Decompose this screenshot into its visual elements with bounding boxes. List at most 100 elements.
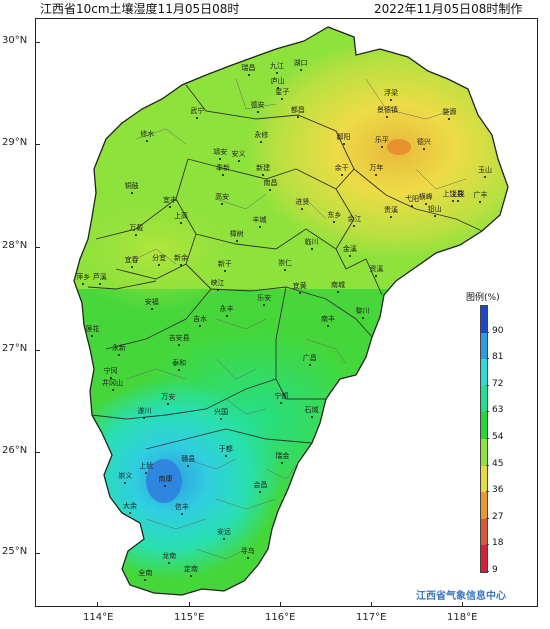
city-marker [310, 416, 313, 419]
city-label: 进贤 [295, 197, 310, 206]
lon-tick [97, 602, 98, 606]
city-label: 奉新 [215, 163, 230, 172]
city-marker [340, 173, 343, 176]
lat-tick [36, 350, 40, 351]
credit-label: 江西省气象信息中心 [416, 591, 506, 602]
city-label: 金溪 [342, 244, 357, 253]
city-marker [333, 221, 336, 224]
city-label: 崇仁 [278, 259, 293, 268]
legend-swatch [481, 492, 487, 520]
city-marker [246, 556, 249, 559]
city-marker [361, 317, 364, 320]
city-label: 都昌 [290, 105, 305, 114]
city-marker [224, 455, 227, 458]
city-label: 万年 [369, 163, 384, 172]
lat-label-30: 30°N [2, 35, 28, 46]
city-label: 吉水 [193, 315, 208, 324]
city-marker [164, 484, 167, 487]
city-label: 泰和 [172, 359, 187, 368]
city-marker [479, 200, 482, 203]
city-marker [179, 264, 182, 266]
province-map [73, 26, 509, 596]
city-label: 鄱阳 [336, 133, 351, 142]
legend-value: 63 [492, 405, 504, 416]
legend-tick [486, 571, 489, 572]
city-label: 永新 [111, 344, 126, 353]
city-label: 大余 [122, 501, 137, 510]
legend-swatch [481, 385, 487, 413]
city-label: 安福 [144, 298, 159, 306]
legend-value: 45 [492, 458, 504, 469]
city-label: 南城 [331, 280, 346, 289]
city-marker [221, 173, 224, 176]
city-marker [299, 68, 302, 71]
city-label: 安远 [216, 528, 231, 537]
city-label: 九江 [269, 61, 284, 70]
lat-tick [36, 452, 40, 453]
city-marker [348, 254, 351, 257]
city-marker [281, 462, 284, 465]
city-marker [150, 308, 153, 310]
soil-moisture-field [74, 27, 508, 595]
city-marker [143, 417, 146, 420]
lat-tick [36, 42, 40, 43]
city-marker [424, 202, 427, 205]
city-marker [433, 214, 436, 217]
city-label: 上高 [173, 212, 188, 221]
city-label: 上饶县 [442, 189, 464, 198]
city-marker [223, 270, 226, 273]
city-marker [308, 364, 311, 367]
city-label: 广丰 [473, 190, 488, 199]
lat-tick [36, 247, 40, 248]
legend-swatch [481, 518, 487, 546]
city-marker [247, 73, 250, 76]
city-marker [326, 325, 329, 328]
city-label: 遂川 [137, 407, 152, 416]
legend-tick [486, 411, 489, 413]
city-marker [386, 115, 389, 118]
city-marker [225, 315, 228, 318]
legend-value: 27 [492, 511, 504, 522]
city-label: 萍乡 [76, 273, 91, 282]
city-marker [82, 283, 85, 286]
city-label: 广昌 [302, 354, 317, 363]
city-marker [196, 116, 199, 119]
city-label: 靖安 [213, 147, 228, 156]
city-label: 安义 [231, 149, 246, 158]
city-label: 余干 [334, 163, 349, 172]
city-label: 高安 [215, 192, 230, 201]
city-label: 崇义 [118, 471, 133, 480]
city-marker [262, 173, 265, 176]
city-label: 井冈山 [102, 378, 124, 387]
city-marker [389, 99, 392, 102]
legend-tick [486, 384, 489, 386]
city-marker [422, 148, 425, 151]
city-label: 德安 [250, 100, 265, 109]
city-label: 于都 [218, 445, 233, 454]
city-marker [167, 403, 170, 406]
city-label: 樟树 [229, 230, 244, 239]
city-label: 南康 [158, 474, 173, 483]
city-label: 莲花 [85, 324, 100, 333]
legend-tick [486, 491, 489, 493]
city-marker [276, 87, 279, 90]
city-label: 瑞金 [275, 452, 290, 461]
lon-label-117: 117°E [356, 612, 387, 623]
city-marker [130, 266, 133, 269]
city-marker [448, 117, 451, 120]
city-marker [260, 141, 263, 144]
legend-value: 9 [492, 565, 498, 575]
city-label: 宜丰 [163, 195, 178, 204]
legend-colorbar [480, 305, 488, 573]
city-label: 临川 [304, 237, 319, 246]
city-marker [91, 334, 94, 337]
city-label: 浮梁 [383, 89, 398, 98]
city-marker [284, 269, 287, 272]
lon-label-116: 116°E [265, 612, 296, 623]
lat-label-25: 25°N [2, 546, 28, 557]
city-marker [380, 146, 383, 149]
city-label: 定南 [184, 565, 199, 573]
city-label: 新建 [256, 163, 271, 172]
city-marker [258, 226, 261, 229]
legend-swatch [481, 465, 487, 493]
